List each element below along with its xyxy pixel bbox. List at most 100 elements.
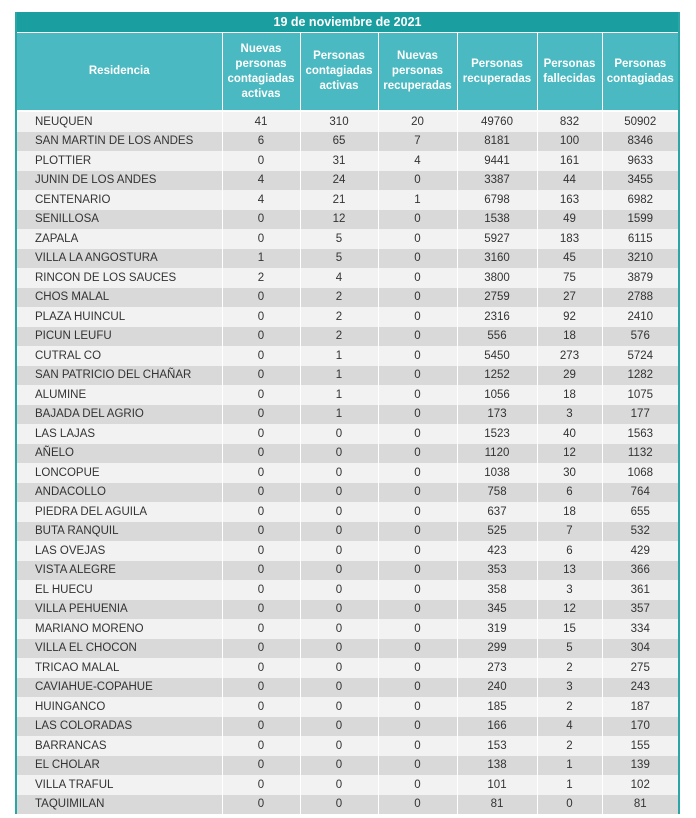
nuevas-recuperadas-cell: 0: [378, 424, 458, 444]
recuperadas-cell: 758: [457, 482, 538, 502]
contagiadas-cell: 304: [602, 638, 678, 658]
nuevas-recuperadas-cell: 0: [378, 287, 458, 307]
fallecidas-cell: 49: [537, 209, 603, 229]
recuperadas-cell: 1120: [457, 443, 538, 463]
recuperadas-cell: 345: [457, 599, 538, 619]
contagiadas-activas-cell: 0: [300, 658, 379, 678]
recuperadas-cell: 1038: [457, 463, 538, 483]
nuevas-recuperadas-cell: 0: [378, 404, 458, 424]
nuevas-contagiadas-activas-cell: 0: [222, 677, 301, 697]
table-row: EL CHOLAR 0 0 0 138 1 139: [17, 755, 678, 775]
contagiadas-cell: 1075: [602, 385, 678, 405]
fallecidas-cell: 6: [537, 541, 603, 561]
residencia-cell: CUTRAL CO: [17, 346, 223, 366]
residencia-cell: TRICAO MALAL: [17, 658, 223, 678]
residencia-cell: LAS OVEJAS: [17, 541, 223, 561]
contagiadas-activas-cell: 0: [300, 638, 379, 658]
table-row: PICUN LEUFU 0 2 0 556 18 576: [17, 326, 678, 346]
nuevas-recuperadas-cell: 0: [378, 541, 458, 561]
contagiadas-cell: 170: [602, 716, 678, 736]
nuevas-recuperadas-cell: 0: [378, 775, 458, 795]
table-row: HUINGANCO 0 0 0 185 2 187: [17, 697, 678, 717]
contagiadas-cell: 334: [602, 619, 678, 639]
contagiadas-cell: 1132: [602, 443, 678, 463]
nuevas-recuperadas-cell: 0: [378, 736, 458, 756]
recuperadas-cell: 1056: [457, 385, 538, 405]
contagiadas-activas-cell: 0: [300, 716, 379, 736]
table-row: VILLA EL CHOCON 0 0 0 299 5 304: [17, 638, 678, 658]
contagiadas-activas-cell: 12: [300, 209, 379, 229]
nuevas-contagiadas-activas-cell: 0: [222, 209, 301, 229]
contagiadas-activas-cell: 0: [300, 697, 379, 717]
residencia-cell: AÑELO: [17, 443, 223, 463]
table-row: CENTENARIO 4 21 1 6798 163 6982: [17, 190, 678, 210]
contagiadas-activas-cell: 1: [300, 385, 379, 405]
nuevas-contagiadas-activas-cell: 1: [222, 248, 301, 268]
nuevas-contagiadas-activas-cell: 0: [222, 736, 301, 756]
table-row: MARIANO MORENO 0 0 0 319 15 334: [17, 619, 678, 639]
nuevas-contagiadas-activas-cell: 0: [222, 404, 301, 424]
fallecidas-cell: 13: [537, 560, 603, 580]
fallecidas-cell: 2: [537, 658, 603, 678]
fallecidas-cell: 0: [537, 794, 603, 814]
nuevas-contagiadas-activas-cell: 0: [222, 541, 301, 561]
fallecidas-cell: 27: [537, 287, 603, 307]
table-row: VILLA PEHUENIA 0 0 0 345 12 357: [17, 599, 678, 619]
table-row: AÑELO 0 0 0 1120 12 1132: [17, 443, 678, 463]
fallecidas-cell: 12: [537, 443, 603, 463]
nuevas-recuperadas-cell: 0: [378, 716, 458, 736]
recuperadas-cell: 6798: [457, 190, 538, 210]
nuevas-contagiadas-activas-cell: 0: [222, 482, 301, 502]
residencia-cell: VILLA PEHUENIA: [17, 599, 223, 619]
contagiadas-activas-cell: 4: [300, 268, 379, 288]
contagiadas-cell: 187: [602, 697, 678, 717]
data-table: Residencia Nuevas personas contagiadas a…: [17, 33, 678, 814]
fallecidas-cell: 183: [537, 229, 603, 249]
residencia-cell: HUINGANCO: [17, 697, 223, 717]
recuperadas-cell: 319: [457, 619, 538, 639]
recuperadas-cell: 185: [457, 697, 538, 717]
nuevas-contagiadas-activas-cell: 0: [222, 346, 301, 366]
residencia-cell: MARIANO MORENO: [17, 619, 223, 639]
nuevas-recuperadas-cell: 0: [378, 677, 458, 697]
contagiadas-activas-cell: 1: [300, 404, 379, 424]
contagiadas-cell: 429: [602, 541, 678, 561]
recuperadas-cell: 138: [457, 755, 538, 775]
nuevas-contagiadas-activas-cell: 0: [222, 697, 301, 717]
contagiadas-cell: 1563: [602, 424, 678, 444]
recuperadas-cell: 273: [457, 658, 538, 678]
nuevas-recuperadas-cell: 0: [378, 346, 458, 366]
contagiadas-cell: 155: [602, 736, 678, 756]
nuevas-recuperadas-cell: 0: [378, 794, 458, 814]
contagiadas-activas-cell: 24: [300, 170, 379, 190]
recuperadas-cell: 3387: [457, 170, 538, 190]
nuevas-recuperadas-cell: 0: [378, 326, 458, 346]
residencia-cell: ANDACOLLO: [17, 482, 223, 502]
contagiadas-cell: 655: [602, 502, 678, 522]
fallecidas-cell: 45: [537, 248, 603, 268]
recuperadas-cell: 556: [457, 326, 538, 346]
contagiadas-cell: 1282: [602, 365, 678, 385]
contagiadas-cell: 764: [602, 482, 678, 502]
table-row: LAS LAJAS 0 0 0 1523 40 1563: [17, 424, 678, 444]
contagiadas-cell: 532: [602, 521, 678, 541]
contagiadas-activas-cell: 5: [300, 229, 379, 249]
fallecidas-cell: 1: [537, 755, 603, 775]
header-fallecidas: Personas fallecidas: [537, 33, 603, 111]
residencia-cell: EL HUECU: [17, 580, 223, 600]
table-row: SAN PATRICIO DEL CHAÑAR 0 1 0 1252 29 1282: [17, 365, 678, 385]
header-contagiadas: Personas contagiadas: [602, 33, 678, 111]
fallecidas-cell: 7: [537, 521, 603, 541]
contagiadas-cell: 243: [602, 677, 678, 697]
table-row: SENILLOSA 0 12 0 1538 49 1599: [17, 209, 678, 229]
nuevas-recuperadas-cell: 0: [378, 248, 458, 268]
recuperadas-cell: 5927: [457, 229, 538, 249]
fallecidas-cell: 6: [537, 482, 603, 502]
recuperadas-cell: 173: [457, 404, 538, 424]
table-row: BARRANCAS 0 0 0 153 2 155: [17, 736, 678, 756]
contagiadas-cell: 275: [602, 658, 678, 678]
nuevas-recuperadas-cell: 0: [378, 385, 458, 405]
nuevas-contagiadas-activas-cell: 4: [222, 170, 301, 190]
residencia-cell: VILLA EL CHOCON: [17, 638, 223, 658]
nuevas-recuperadas-cell: 0: [378, 619, 458, 639]
